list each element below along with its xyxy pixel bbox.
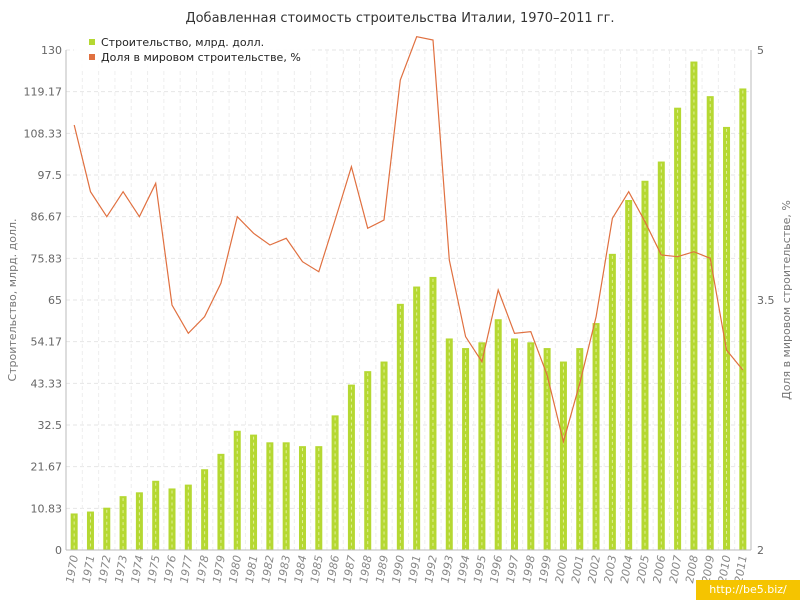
x-tick-label: 1998 (520, 554, 538, 584)
x-tick-label: 1999 (536, 554, 554, 584)
x-tick-label: 1990 (390, 554, 408, 584)
bar-1998[interactable] (527, 342, 535, 550)
line-share[interactable] (73, 36, 744, 445)
bar-1980[interactable] (233, 430, 241, 550)
y-tick-label: 130 (41, 44, 62, 57)
y2-tick-label: 2 (757, 544, 764, 557)
x-tick-labels: 1970197119721973197419751976197719781979… (63, 554, 749, 584)
legend[interactable]: Строительство, млрд. долл. Доля в мирово… (74, 36, 312, 70)
x-tick-label: 1979 (210, 554, 228, 584)
x-tick-label: 2008 (683, 554, 701, 584)
x-tick-label: 2004 (618, 554, 636, 584)
bar-1979[interactable] (217, 453, 225, 550)
y-tick-label: 10.83 (31, 502, 63, 515)
x-tick-label: 1994 (455, 554, 473, 584)
y-tick-label: 54.17 (31, 336, 63, 349)
x-tick-label: 1970 (63, 554, 81, 584)
bar-2002[interactable] (592, 323, 600, 550)
bar-2007[interactable] (674, 107, 682, 550)
bar-1986[interactable] (331, 415, 339, 550)
bar-2004[interactable] (625, 200, 633, 550)
x-tick-label: 1988 (357, 554, 375, 584)
x-tick-label: 2001 (569, 554, 587, 584)
bar-1996[interactable] (494, 319, 502, 550)
bar-1971[interactable] (86, 511, 94, 550)
y-tick-label: 75.83 (31, 252, 63, 265)
axes (65, 50, 752, 551)
y-tick-labels: 0 10.83 21.67 32.5 43.33 54.17 65 75.83 86.67 97.… (24, 44, 63, 557)
y-tick-label: 43.33 (31, 377, 63, 390)
x-tick-label: 2010 (716, 554, 734, 584)
y-tick-label: 86.67 (31, 211, 63, 224)
y2-tick-label: 3.5 (757, 294, 775, 307)
x-tick-label: 1976 (161, 554, 179, 584)
watermark: http://be5.biz/ (696, 580, 800, 600)
x-tick-label: 1978 (194, 554, 212, 584)
x-tick-label: 1989 (373, 554, 391, 584)
y-axis-label: Строительство, млрд. долл. (6, 218, 19, 381)
line-series (73, 36, 744, 445)
y-tick-label: 119.17 (24, 86, 63, 99)
bar-1988[interactable] (364, 371, 372, 550)
y2-axis-label: Доля в мировом строительстве, % (780, 200, 793, 400)
x-tick-label: 1993 (439, 554, 457, 584)
x-tick-label: 1975 (145, 554, 163, 584)
x-tick-label: 2005 (634, 554, 652, 584)
x-tick-label: 1992 (422, 554, 440, 584)
y-tick-label: 0 (55, 544, 62, 557)
x-tick-label: 1973 (112, 554, 130, 584)
x-tick-label: 1986 (324, 554, 342, 584)
bar-1991[interactable] (413, 286, 421, 550)
bar-1970[interactable] (70, 513, 78, 550)
y-tick-label: 97.5 (38, 169, 63, 182)
x-tick-label: 1984 (292, 554, 310, 584)
x-tick-label: 2000 (553, 554, 571, 584)
x-tick-label: 1972 (96, 554, 114, 584)
legend-label-line: Доля в мировом строительстве, % (101, 51, 301, 64)
x-tick-label: 1983 (275, 554, 293, 584)
x-tick-label: 1980 (227, 554, 245, 584)
y-tick-label: 108.33 (24, 127, 63, 140)
y-tick-label: 21.67 (31, 461, 63, 474)
y-tick-label: 32.5 (38, 419, 63, 432)
x-tick-label: 1987 (341, 554, 359, 584)
bar-1976[interactable] (168, 488, 176, 550)
legend-label-bars: Строительство, млрд. долл. (101, 36, 264, 49)
bar-series (70, 61, 747, 551)
x-tick-label: 2009 (700, 554, 718, 584)
x-tick-label: 2011 (732, 554, 750, 584)
bar-1983[interactable] (282, 442, 290, 550)
x-tick-label: 1982 (259, 554, 277, 584)
x-tick-label: 2007 (667, 554, 685, 584)
bar-2010[interactable] (723, 126, 731, 550)
bar-1982[interactable] (266, 442, 274, 550)
y-tick-label: 65 (48, 294, 62, 307)
x-tick-label: 1991 (406, 554, 424, 584)
x-tick-label: 1985 (308, 554, 326, 584)
x-tick-label: 1981 (243, 554, 261, 584)
x-tick-label: 2002 (585, 554, 603, 584)
x-tick-label: 1996 (487, 554, 505, 584)
x-tick-label: 1977 (178, 554, 196, 584)
legend-swatch-line (89, 54, 95, 60)
chart-title: Добавленная стоимость строительства Итал… (185, 11, 614, 26)
x-tick-label: 2006 (651, 554, 669, 584)
x-tick-label: 1974 (129, 554, 147, 584)
legend-box (74, 36, 312, 70)
x-tick-label: 1997 (504, 554, 522, 584)
y2-tick-label: 5 (757, 44, 764, 57)
y2-tick-labels: 23.55 (757, 44, 775, 557)
x-tick-label: 1995 (471, 554, 489, 584)
x-tick-label: 2003 (602, 554, 620, 584)
x-tick-label: 1971 (80, 554, 98, 584)
bar-1995[interactable] (478, 342, 486, 550)
legend-swatch-bars (89, 39, 95, 45)
